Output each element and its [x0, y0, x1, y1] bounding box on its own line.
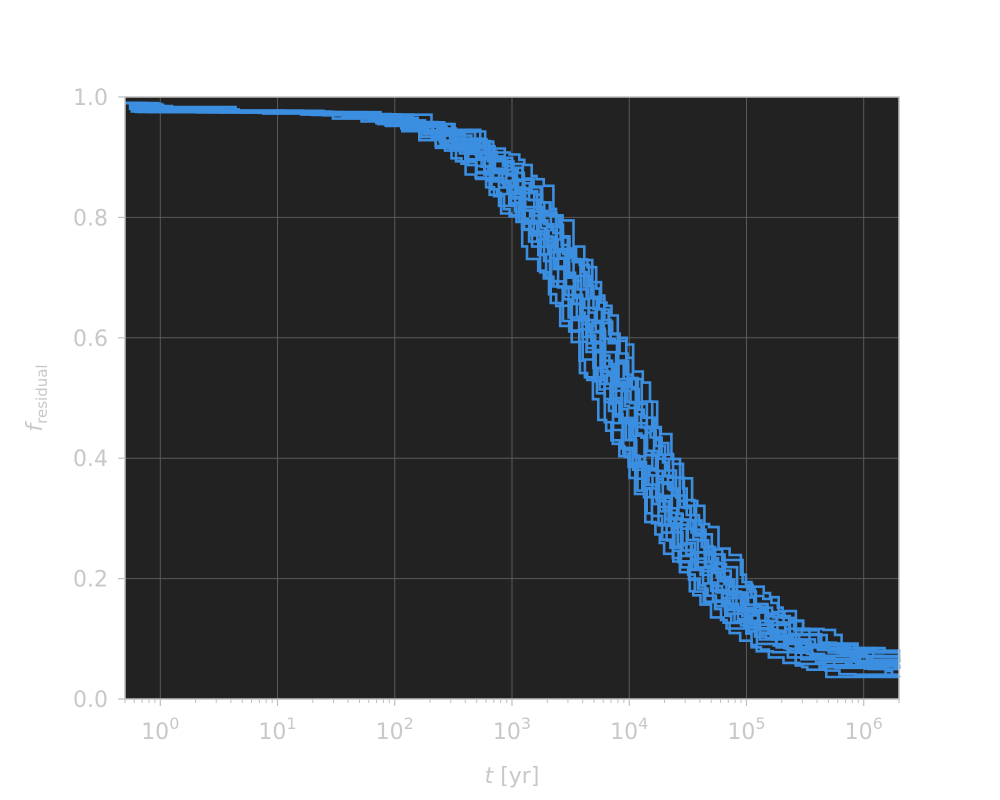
x-tick-label: 100 [141, 714, 179, 745]
y-axis-label-symbol: f [23, 421, 48, 432]
x-tick-label: 103 [493, 714, 531, 745]
series-group [125, 101, 901, 679]
x-tick-label: 102 [376, 714, 414, 745]
y-tick-label: 0.0 [73, 688, 108, 713]
y-axis-label: fresidual [23, 364, 51, 431]
x-axis-label-unit: [yr] [493, 764, 539, 789]
y-tick-label: 0.4 [73, 447, 108, 472]
x-axis-label: t [yr] [485, 764, 540, 789]
x-tick-label: 105 [727, 714, 765, 745]
x-tick-label: 101 [258, 714, 296, 745]
y-axis-label-subscript: residual [33, 364, 51, 423]
y-tick-label: 0.8 [73, 206, 108, 231]
y-axis: 0.0 0.2 0.4 0.6 0.8 1.0 [73, 86, 125, 713]
x-axis: 100 101 102 103 104 105 106 [124, 699, 900, 745]
x-tick-label: 106 [845, 714, 883, 745]
series-line-13 [125, 101, 901, 669]
series-line-20 [125, 101, 899, 671]
y-tick-label: 1.0 [73, 86, 108, 111]
y-tick-label: 0.2 [73, 568, 108, 593]
x-axis-label-symbol: t [485, 764, 495, 789]
x-tick-label: 104 [610, 714, 648, 745]
y-tick-label: 0.6 [73, 327, 108, 352]
